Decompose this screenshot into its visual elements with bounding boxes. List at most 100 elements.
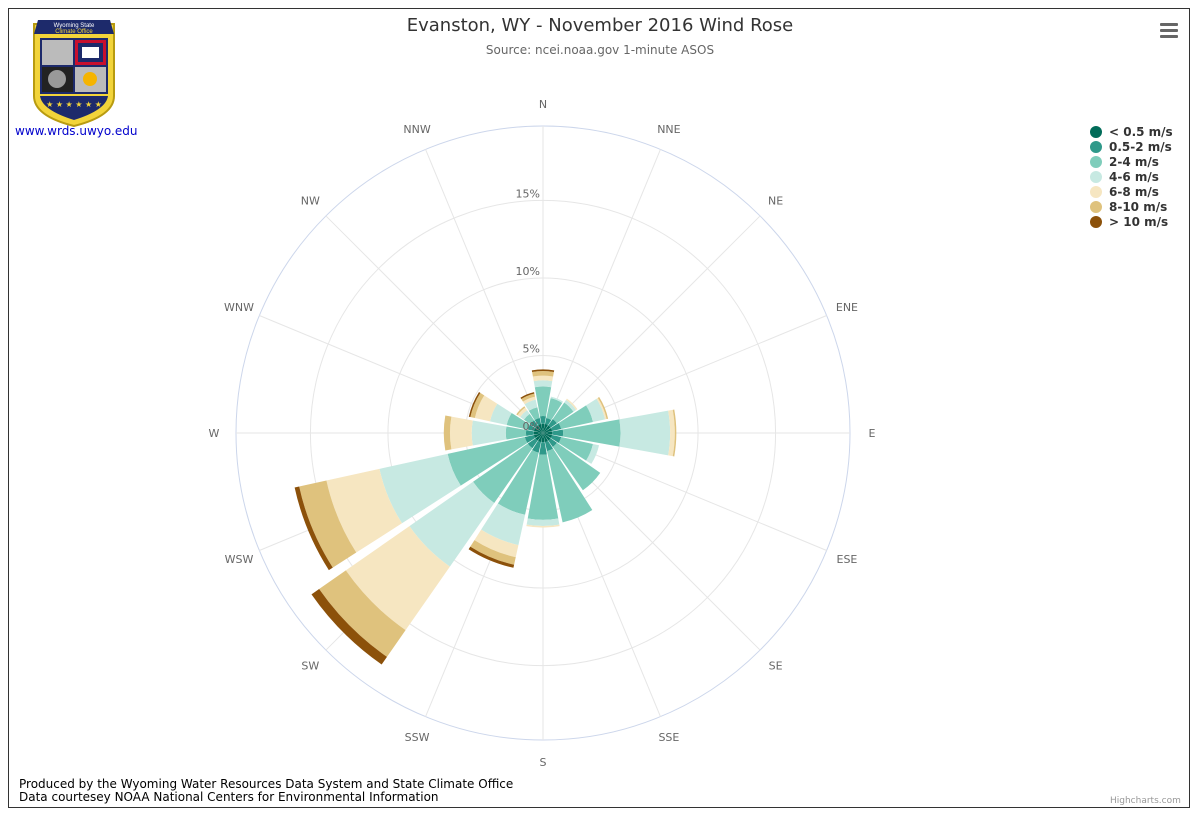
bar-wsw[interactable] [533,433,543,439]
bar-nne[interactable] [546,398,563,420]
bar-wnw[interactable] [489,403,512,426]
bar-ene[interactable] [586,398,606,423]
bar-nnw[interactable] [528,407,540,420]
bar-nw[interactable] [523,413,535,425]
bar-sw[interactable] [473,443,533,503]
bar-ne[interactable] [543,425,551,433]
bar-se[interactable] [548,438,557,447]
bar-w[interactable] [443,415,452,451]
bar-wnw[interactable] [527,424,536,432]
bar-se[interactable] [543,433,551,441]
bar-nnw[interactable] [537,423,543,433]
bar-e[interactable] [543,431,553,435]
bar-wsw[interactable] [294,486,333,571]
bar-wsw[interactable] [524,434,536,444]
bar-n[interactable] [541,423,545,433]
bar-w[interactable] [505,426,527,440]
bar-sw[interactable] [311,589,387,665]
bar-nw[interactable] [517,407,528,418]
website-link[interactable]: www.wrds.uwyo.edu [15,124,138,138]
bar-wsw[interactable] [299,480,357,568]
bar-s[interactable] [526,524,560,528]
legend-item[interactable]: 2-4 m/s [1090,154,1173,169]
bar-nw[interactable] [535,425,543,433]
legend-item[interactable]: 0.5-2 m/s [1090,139,1173,154]
bar-sw[interactable] [409,481,495,567]
legend-item[interactable]: > 10 m/s [1090,214,1173,229]
bar-sse[interactable] [546,448,593,523]
bar-ne[interactable] [552,402,574,424]
bar-wsw[interactable] [326,468,402,553]
bar-ssw[interactable] [470,540,516,565]
bar-wsw[interactable] [379,453,461,524]
bar-ese[interactable] [558,436,593,461]
bar-se[interactable] [552,442,601,491]
bar-wsw[interactable] [447,436,528,486]
bar-s[interactable] [526,518,560,527]
bar-s[interactable] [541,433,545,443]
bar-sse[interactable] [543,433,549,443]
bar-s[interactable] [539,442,547,455]
bar-ene[interactable] [597,397,609,420]
bar-nnw[interactable] [520,392,535,400]
bar-w[interactable] [533,431,543,435]
bar-nnw[interactable] [521,393,536,402]
bar-nne[interactable] [543,423,549,433]
bar-ssw[interactable] [497,449,539,515]
bar-e[interactable] [562,419,621,447]
bar-ne[interactable] [566,398,578,410]
bar-nnw[interactable] [522,396,536,405]
bar-wnw[interactable] [533,427,543,433]
hamburger-menu-icon[interactable] [1158,20,1180,40]
bar-nw[interactable] [516,406,526,416]
bar-sse[interactable] [544,440,554,452]
bar-n[interactable] [532,375,554,382]
bar-wnw[interactable] [470,392,485,419]
bar-w[interactable] [471,420,507,446]
bar-ene[interactable] [558,405,593,430]
bar-ssw[interactable] [532,440,542,453]
bar-n[interactable] [531,369,555,372]
bar-ssw[interactable] [474,529,519,558]
bar-s[interactable] [527,454,559,520]
bar-n[interactable] [534,386,552,417]
bar-wnw[interactable] [474,395,498,422]
bar-nw[interactable] [530,420,538,428]
bar-nnw[interactable] [524,399,538,411]
bar-sw[interactable] [527,438,538,449]
highcharts-credit[interactable]: Highcharts.com [1110,796,1181,806]
bar-n[interactable] [533,380,553,388]
bar-ssw[interactable] [468,546,515,568]
bar-ne[interactable] [564,399,577,412]
bar-nw[interactable] [520,410,530,420]
bar-ene[interactable] [543,427,553,433]
bar-ene[interactable] [550,422,562,432]
bar-nne[interactable] [550,396,564,403]
legend-item[interactable]: 6-8 m/s [1090,184,1173,199]
bar-ese[interactable] [586,443,600,464]
bar-ssw[interactable] [481,503,526,546]
bar-sw[interactable] [319,570,406,657]
bar-ene[interactable] [596,397,607,420]
bar-wnw[interactable] [468,392,481,418]
bar-ne[interactable] [548,419,557,428]
bar-e[interactable] [619,410,671,456]
bar-e[interactable] [552,429,564,437]
bar-nnw[interactable] [534,417,542,426]
bar-nne[interactable] [544,417,552,426]
bar-n[interactable] [540,415,546,424]
bar-n[interactable] [532,370,554,377]
bar-ese[interactable] [543,433,553,439]
legend-item[interactable]: < 0.5 m/s [1090,124,1173,139]
bar-ssw[interactable] [537,433,543,443]
bar-e[interactable] [672,409,677,457]
bar-sw[interactable] [345,526,450,631]
bar-w[interactable] [525,430,534,436]
legend-item[interactable]: 4-6 m/s [1090,169,1173,184]
bar-ese[interactable] [550,434,562,444]
bar-wnw[interactable] [506,412,530,430]
bar-e[interactable] [668,409,675,457]
bar-sw[interactable] [535,433,543,441]
legend-item[interactable]: 8-10 m/s [1090,199,1173,214]
bar-w[interactable] [449,416,473,450]
